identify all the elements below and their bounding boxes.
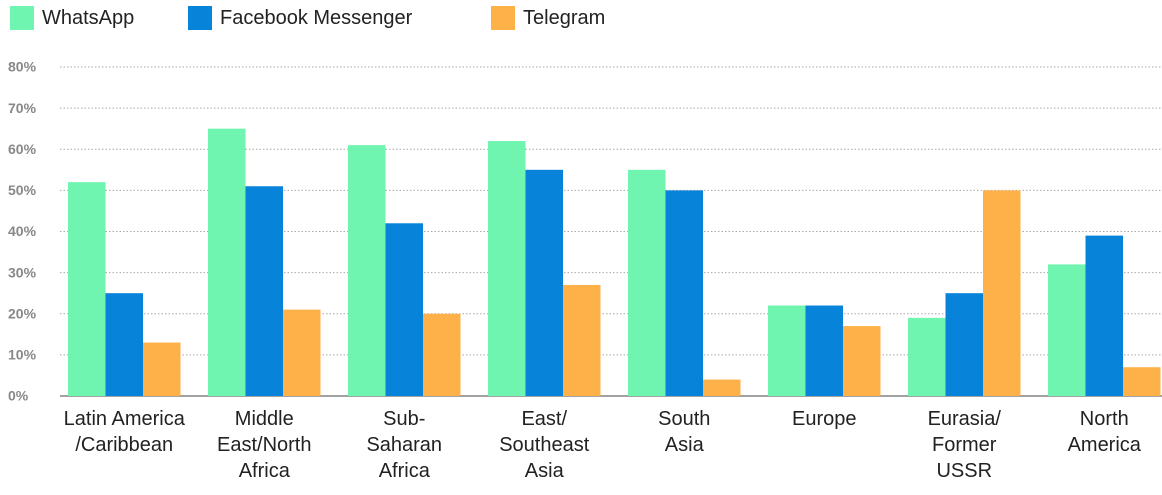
- y-tick-label: 30%: [8, 264, 37, 280]
- y-tick-label: 80%: [8, 59, 37, 75]
- bar: [525, 169, 563, 396]
- y-tick-label: 50%: [8, 182, 37, 198]
- bar: [423, 313, 461, 396]
- bar: [488, 141, 526, 396]
- x-tick-label: Eurasia/ Former USSR: [927, 408, 1001, 482]
- legend-item: WhatsApp: [10, 6, 134, 30]
- bar: [805, 305, 843, 396]
- bar: [1123, 367, 1161, 396]
- bar: [68, 182, 106, 396]
- bar: [1048, 264, 1086, 396]
- x-tick-label: South Asia: [658, 408, 711, 456]
- x-tick-label: North America: [1067, 408, 1141, 456]
- legend-label: Facebook Messenger: [220, 6, 413, 29]
- bar: [143, 342, 181, 396]
- y-tick-label: 40%: [8, 223, 37, 239]
- bar: [348, 145, 386, 396]
- legend-swatch: [491, 6, 515, 30]
- x-tick-label: East/ Southeast Asia: [499, 408, 590, 482]
- y-tick-label: 0%: [8, 388, 29, 404]
- x-tick-label: Europe: [792, 408, 857, 430]
- bar: [768, 305, 806, 396]
- bar: [245, 186, 283, 396]
- bar: [703, 379, 741, 396]
- bar: [1085, 235, 1123, 396]
- y-tick-label: 70%: [8, 100, 37, 116]
- bar: [665, 190, 703, 396]
- legend-label: WhatsApp: [42, 6, 135, 29]
- bar: [843, 326, 881, 396]
- y-tick-label: 20%: [8, 305, 37, 321]
- bar: [105, 293, 143, 396]
- bar: [945, 293, 983, 396]
- bar: [628, 169, 666, 396]
- y-tick-label: 10%: [8, 347, 37, 363]
- x-tick-label: Latin America /Caribbean: [63, 408, 185, 456]
- bar: [208, 128, 246, 396]
- y-tick-label: 60%: [8, 141, 37, 157]
- x-tick-label: Sub- Saharan Africa: [366, 408, 443, 482]
- bar: [908, 317, 946, 396]
- bar: [283, 309, 321, 396]
- bar: [563, 284, 601, 396]
- legend-swatch: [10, 6, 34, 30]
- legend-swatch: [188, 6, 212, 30]
- legend-item: Telegram: [491, 6, 605, 30]
- legend-label: Telegram: [523, 6, 606, 29]
- legend-item: Facebook Messenger: [188, 6, 412, 30]
- x-tick-label: Middle East/North Africa: [217, 408, 312, 482]
- bar: [983, 190, 1021, 396]
- bar: [385, 223, 423, 396]
